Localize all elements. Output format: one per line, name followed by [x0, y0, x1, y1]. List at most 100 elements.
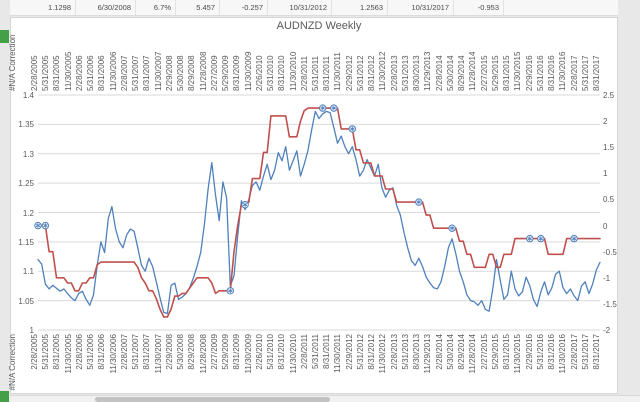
- top-axis-date-label: 11/30/2015: [513, 51, 523, 91]
- spreadsheet-cell[interactable]: 5.457: [176, 0, 220, 15]
- top-axis-date-label: 8/31/2015: [502, 55, 512, 91]
- bottom-axis-date-label: 5/31/2011: [311, 334, 320, 369]
- bottom-axis-date-label: 2/26/2010: [254, 334, 264, 370]
- top-axis-date-label: 8/31/2006: [97, 55, 107, 91]
- bottom-axis-date-label: 8/31/2005: [52, 334, 62, 370]
- bottom-axis-date-label: 11/30/2005: [63, 334, 73, 374]
- bottom-axis-date-label: 8/31/2017: [592, 334, 601, 370]
- bottom-axis-date-label: 2/28/2011: [299, 334, 309, 369]
- bottom-axis-date-label: 5/31/2007: [131, 334, 141, 370]
- bottom-axis-date-label: 2/28/2013: [389, 334, 399, 370]
- spreadsheet-cell[interactable]: 6.7%: [136, 0, 176, 15]
- top-axis-date-label: 8/31/2011: [322, 56, 332, 91]
- top-axis-date-label: 2/28/2017: [569, 55, 579, 91]
- left-axis-tick-label: 1.35: [18, 120, 34, 130]
- bottom-axis-date-label: 5/31/2005: [41, 334, 51, 370]
- bottom-axis-date-label: 11/29/2013: [423, 334, 433, 374]
- left-axis-tick-label: 1: [29, 326, 34, 335]
- top-axis-date-label: 5/30/2014: [445, 55, 455, 91]
- right-axis-tick-label: -0.5: [603, 247, 617, 257]
- bottom-axis-date-label: 5/30/2008: [176, 334, 186, 370]
- na-correction-label-bottom: #N/A Correction: [8, 334, 17, 391]
- bottom-axis-date-label: 8/31/2012: [367, 334, 377, 370]
- bottom-axis-date-label: 8/31/2011: [322, 334, 332, 369]
- right-axis-tick-label: -2: [603, 326, 611, 335]
- bottom-axis-date-label: 2/28/2017: [569, 334, 579, 370]
- top-axis-date-label: 5/31/2007: [131, 55, 141, 91]
- bottom-axis-date-label: 8/31/2009: [232, 334, 242, 370]
- bottom-axis-date-label: 5/31/2013: [400, 334, 410, 370]
- spreadsheet-cell[interactable]: 10/31/2017: [388, 0, 454, 15]
- top-axis-date-label: 5/31/2006: [86, 55, 96, 91]
- top-axis-date-label: 2/29/2008: [164, 55, 174, 91]
- spreadsheet-cell[interactable]: -0.257: [220, 0, 268, 15]
- bottom-axis-date-label: 11/30/2016: [558, 334, 568, 374]
- bottom-axis-date-label: 2/28/2014: [434, 334, 444, 370]
- spreadsheet-cell[interactable]: 1.2563: [332, 0, 388, 15]
- spreadsheet-top-row: 1.1298 6/30/2008 6.7% 5.457 -0.257 10/31/2012…: [10, 0, 618, 16]
- top-axis-date-label: 5/31/2012: [355, 55, 365, 91]
- top-axis-date-label: 5/31/2010: [266, 55, 276, 91]
- scrollbar-thumb[interactable]: [95, 397, 330, 402]
- top-axis-date-label: 5/31/2011: [311, 56, 320, 91]
- top-axis-date-label: 11/30/2005: [63, 51, 73, 91]
- top-axis-date-label: 11/30/2011: [333, 52, 343, 91]
- left-axis-tick-label: 1.05: [18, 296, 34, 306]
- chart-title: AUDNZD Weekly: [276, 20, 362, 32]
- bottom-axis-date-label: 5/31/2006: [86, 334, 96, 370]
- top-axis-date-label: 5/29/2015: [490, 55, 500, 91]
- top-axis-date-label: 8/31/2009: [232, 55, 242, 91]
- right-axis-tick-label: 2: [603, 117, 608, 127]
- left-axis-tick-label: 1.2: [22, 208, 34, 218]
- bottom-axis-date-label: 2/27/2009: [209, 334, 219, 370]
- bottom-axis-date-label: 11/30/2015: [513, 334, 523, 374]
- bottom-axis-date-label: 2/29/2012: [344, 334, 354, 370]
- top-axis-date-label: 8/30/2013: [412, 55, 422, 91]
- top-axis-date-label: 8/31/2010: [277, 55, 287, 91]
- bottom-axis-date-label: 8/30/2013: [412, 334, 422, 370]
- bottom-axis-date-label: 2/27/2015: [479, 334, 489, 370]
- bottom-axis-date-label: 5/31/2016: [535, 334, 545, 370]
- bottom-axis-date-label: 11/28/2014: [468, 334, 478, 374]
- spreadsheet-cell[interactable]: 6/30/2008: [76, 0, 136, 15]
- top-axis-date-label: 2/28/2006: [74, 55, 84, 91]
- spreadsheet-cell[interactable]: 10/31/2012: [268, 0, 332, 15]
- bottom-axis-date-label: 11/28/2008: [198, 334, 208, 374]
- green-cell-bottom[interactable]: [0, 391, 9, 402]
- spreadsheet-cell[interactable]: 1.1298: [18, 0, 76, 15]
- bottom-axis-date-label: 8/31/2007: [142, 334, 152, 370]
- top-axis-date-label: 2/29/2016: [524, 55, 534, 91]
- top-axis-date-label: 5/31/2013: [400, 55, 410, 91]
- top-axis-date-label: 2/28/2013: [389, 55, 399, 91]
- top-axis-date-label: 11/30/2009: [243, 51, 253, 91]
- top-axis-date-label: 2/29/2012: [344, 55, 354, 91]
- top-axis-date-label: 2/28/2007: [119, 55, 129, 91]
- top-axis-date-label: 11/30/2012: [378, 51, 388, 91]
- left-axis-tick-label: 1.1: [22, 267, 34, 277]
- green-cell-top[interactable]: [0, 30, 9, 43]
- top-axis-date-label: 8/29/2014: [457, 55, 467, 91]
- top-axis-date-label: 2/28/2011: [299, 56, 309, 91]
- na-correction-label-top: #N/A Correction: [8, 34, 17, 91]
- left-axis-tick-label: 1.25: [18, 179, 34, 189]
- right-axis-tick-label: -1: [603, 273, 611, 283]
- bottom-axis-date-label: 8/31/2010: [277, 334, 287, 370]
- bottom-axis-date-label: 8/31/2015: [502, 334, 512, 370]
- top-axis-date-label: 5/31/2005: [41, 55, 51, 91]
- bottom-axis-date-label: 8/29/2014: [457, 334, 467, 370]
- bottom-axis-date-label: 11/30/2009: [243, 334, 253, 374]
- bottom-axis-date-label: 5/31/2012: [355, 334, 365, 370]
- top-axis-date-label: 2/26/2010: [254, 55, 264, 91]
- top-axis-date-label: 11/30/2010: [288, 51, 298, 91]
- left-axis-tick-label: 1.4: [22, 91, 34, 100]
- right-axis-tick-label: 0.5: [603, 195, 615, 205]
- bottom-axis-date-label: 2/28/2006: [74, 334, 84, 370]
- spreadsheet-cell[interactable]: -0.953: [454, 0, 504, 15]
- top-axis-date-label: 2/27/2015: [479, 55, 489, 91]
- top-axis-date-label: 8/31/2005: [52, 55, 62, 91]
- bottom-axis-date-label: 2/28/2005: [30, 334, 39, 370]
- top-axis-date-label: 5/31/2016: [535, 55, 545, 91]
- horizontal-scrollbar[interactable]: [10, 395, 640, 402]
- bottom-axis-date-label: 2/29/2016: [524, 334, 534, 370]
